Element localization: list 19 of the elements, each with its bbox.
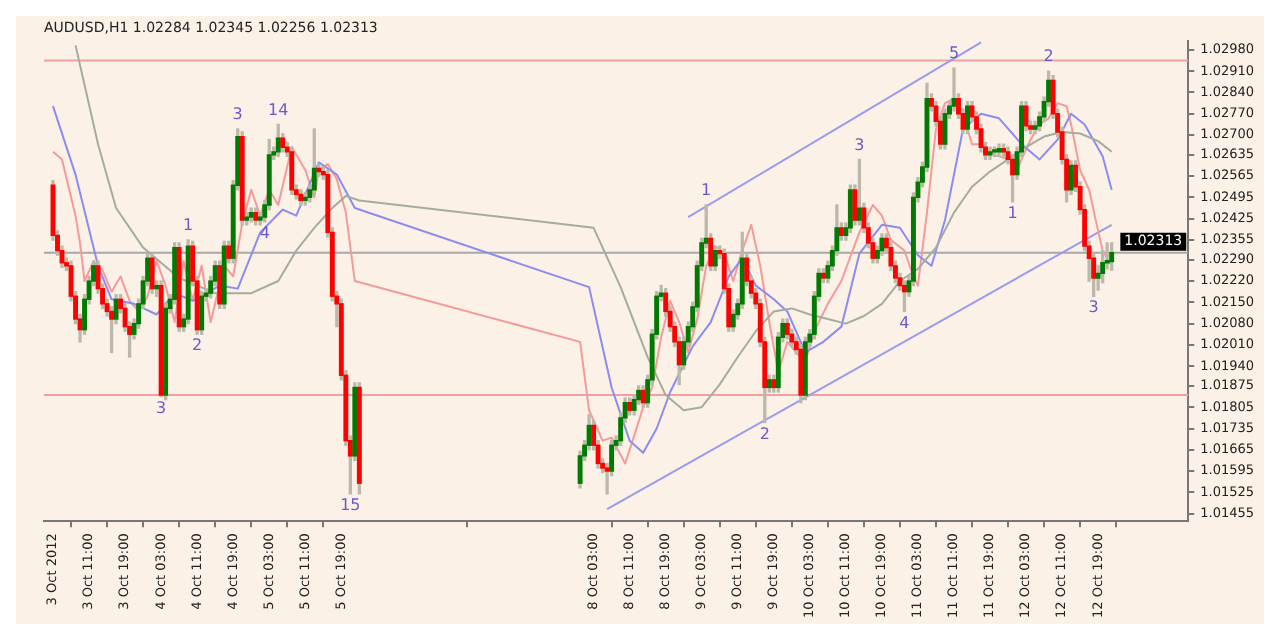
candlestick	[992, 146, 997, 158]
annotation: 3	[854, 135, 865, 154]
annotation: 3	[1088, 298, 1099, 317]
annotation: 3	[156, 398, 167, 417]
annotation: 3	[232, 105, 243, 124]
annotation: 2	[759, 424, 770, 443]
annotation: 5	[948, 44, 960, 63]
annotation: 2	[1043, 47, 1054, 66]
annotation: 4	[899, 313, 910, 332]
annotation: 1	[1007, 204, 1018, 223]
annotation: 1	[183, 216, 194, 235]
annotation: 15	[340, 496, 361, 515]
candlestick	[1010, 154, 1016, 203]
annotation: 1	[701, 181, 712, 200]
annotation: 4	[259, 223, 270, 242]
candlestick	[1001, 143, 1006, 158]
annotation: 2	[192, 336, 203, 355]
candlestick	[965, 100, 970, 135]
annotation: 14	[268, 100, 289, 119]
